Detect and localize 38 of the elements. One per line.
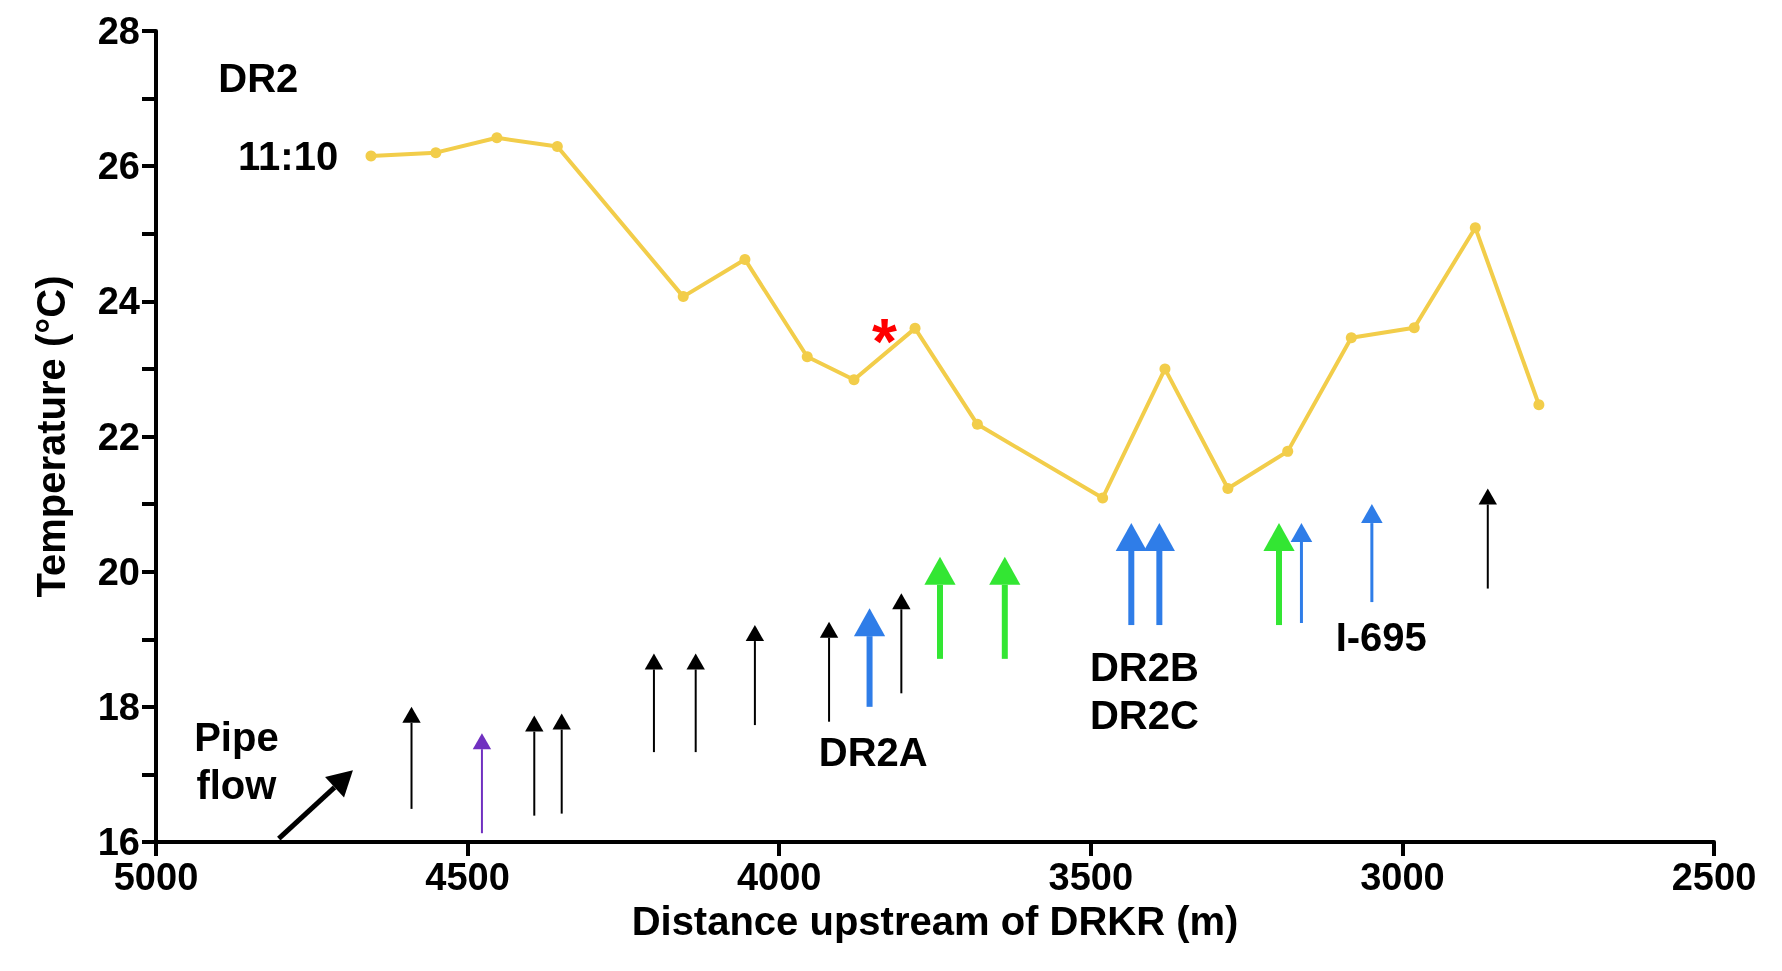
point (677, 291, 689, 303)
point (491, 132, 503, 144)
point (1097, 492, 1109, 504)
annotation: DR2 (218, 56, 299, 101)
x-tick-label: 4500 (425, 856, 510, 898)
point (1282, 445, 1294, 457)
y-tick-label: 18 (97, 685, 140, 728)
point (1222, 483, 1234, 495)
point (430, 147, 442, 159)
x-tick-label: 4000 (736, 856, 822, 898)
point (1533, 399, 1545, 411)
point (1345, 332, 1357, 344)
x-tick-label: 3000 (1360, 856, 1445, 898)
annotation: DR2A (818, 730, 928, 775)
annotation: 11:10 (238, 134, 339, 179)
x-axis-title: Distance upstream of DRKR (m) (631, 898, 1239, 943)
y-tick-label: 22 (97, 415, 140, 458)
y-tick-label: 20 (97, 550, 140, 593)
annotation: Pipe flow (194, 714, 279, 807)
x-tick-label: 3500 (1048, 856, 1134, 898)
annotation: DR2B DR2C (1089, 645, 1199, 738)
y-tick-label: 28 (97, 10, 140, 52)
y-axis-title: Temperature (°C) (29, 275, 73, 598)
point (365, 150, 377, 162)
y-tick-label: 26 (97, 145, 140, 188)
point (1469, 222, 1481, 234)
point (801, 351, 813, 363)
y-tick-label: 24 (97, 280, 140, 323)
point (551, 141, 563, 153)
point (848, 374, 860, 386)
point (1408, 322, 1420, 334)
x-tick-label: 2500 (1671, 856, 1757, 898)
annotation: * (872, 305, 898, 378)
point (1159, 363, 1171, 375)
point (739, 253, 751, 265)
point (971, 418, 983, 430)
annotation: I-695 (1335, 614, 1427, 659)
point (909, 322, 921, 334)
